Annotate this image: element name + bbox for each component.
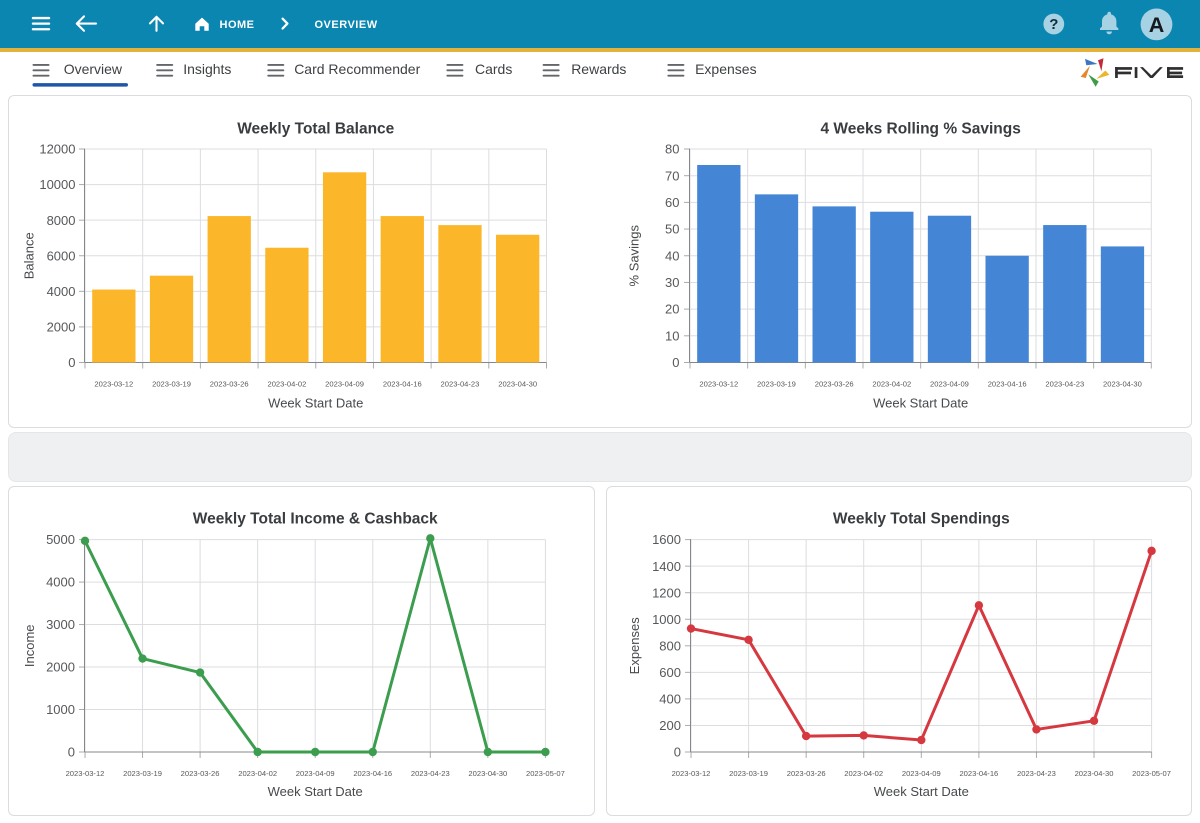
svg-text:40: 40: [665, 248, 679, 263]
svg-text:2023-04-16: 2023-04-16: [383, 379, 422, 388]
svg-text:Week Start Date: Week Start Date: [268, 396, 363, 411]
svg-text:Expenses: Expenses: [695, 61, 756, 77]
svg-text:0: 0: [68, 355, 75, 370]
svg-text:2023-04-09: 2023-04-09: [902, 769, 941, 778]
svg-text:2023-04-30: 2023-04-30: [498, 379, 537, 388]
svg-text:12000: 12000: [39, 142, 75, 157]
svg-text:Overview: Overview: [64, 61, 123, 77]
svg-text:2023-04-23: 2023-04-23: [441, 379, 480, 388]
svg-text:5000: 5000: [46, 532, 75, 547]
svg-text:2023-05-07: 2023-05-07: [1132, 769, 1171, 778]
svg-text:Week Start Date: Week Start Date: [268, 784, 363, 799]
svg-text:4000: 4000: [46, 575, 75, 590]
svg-text:10000: 10000: [39, 177, 75, 192]
svg-text:70: 70: [665, 168, 679, 183]
svg-text:2023-04-30: 2023-04-30: [468, 769, 507, 778]
svg-text:4 Weeks Rolling % Savings: 4 Weeks Rolling % Savings: [820, 121, 1020, 138]
svg-text:1200: 1200: [652, 585, 681, 600]
svg-text:2023-04-09: 2023-04-09: [930, 379, 969, 388]
svg-text:Balance: Balance: [22, 232, 37, 279]
svg-text:% Savings: % Savings: [627, 225, 642, 287]
svg-text:Rewards: Rewards: [571, 61, 626, 77]
svg-text:3000: 3000: [46, 617, 75, 632]
svg-text:0: 0: [68, 745, 75, 760]
svg-text:Weekly Total Balance: Weekly Total Balance: [237, 121, 394, 138]
svg-text:2023-03-12: 2023-03-12: [94, 379, 133, 388]
svg-text:2023-04-16: 2023-04-16: [959, 769, 998, 778]
svg-text:HOME: HOME: [220, 19, 255, 31]
svg-text:2023-04-02: 2023-04-02: [872, 379, 911, 388]
svg-text:30: 30: [665, 275, 679, 290]
svg-text:A: A: [1149, 13, 1165, 37]
svg-text:Weekly Total Income & Cashback: Weekly Total Income & Cashback: [193, 511, 438, 528]
svg-text:600: 600: [659, 665, 681, 680]
svg-text:2023-03-19: 2023-03-19: [757, 379, 796, 388]
svg-text:50: 50: [665, 222, 679, 237]
svg-text:2023-05-07: 2023-05-07: [526, 769, 565, 778]
svg-text:2023-03-12: 2023-03-12: [66, 769, 105, 778]
svg-text:Card Recommender: Card Recommender: [294, 61, 420, 77]
svg-text:Weekly Total Spendings: Weekly Total Spendings: [833, 511, 1010, 528]
svg-text:2023-04-02: 2023-04-02: [238, 769, 277, 778]
svg-text:Income: Income: [22, 624, 37, 667]
svg-text:2023-03-19: 2023-03-19: [729, 769, 768, 778]
svg-text:2023-03-12: 2023-03-12: [699, 379, 738, 388]
svg-text:60: 60: [665, 195, 679, 210]
svg-text:4000: 4000: [47, 284, 76, 299]
svg-text:2023-03-19: 2023-03-19: [123, 769, 162, 778]
svg-text:2023-04-02: 2023-04-02: [267, 379, 306, 388]
svg-text:1000: 1000: [46, 702, 75, 717]
svg-text:1600: 1600: [652, 532, 681, 547]
svg-text:800: 800: [659, 638, 681, 653]
svg-text:6000: 6000: [47, 248, 76, 263]
svg-text:2023-04-02: 2023-04-02: [844, 769, 883, 778]
svg-text:80: 80: [665, 142, 679, 157]
svg-text:8000: 8000: [47, 213, 76, 228]
svg-text:2023-03-12: 2023-03-12: [672, 769, 711, 778]
svg-text:2023-04-23: 2023-04-23: [411, 769, 450, 778]
svg-text:2023-04-23: 2023-04-23: [1045, 379, 1084, 388]
svg-text:1000: 1000: [652, 612, 681, 627]
svg-text:Expenses: Expenses: [627, 617, 642, 675]
svg-text:Week Start Date: Week Start Date: [874, 784, 969, 799]
svg-text:2023-04-23: 2023-04-23: [1017, 769, 1056, 778]
svg-text:Week Start Date: Week Start Date: [873, 396, 968, 411]
svg-text:Cards: Cards: [475, 61, 512, 77]
svg-text:2023-04-09: 2023-04-09: [325, 379, 364, 388]
svg-text:2000: 2000: [46, 660, 75, 675]
svg-text:1400: 1400: [652, 559, 681, 574]
svg-text:2023-04-16: 2023-04-16: [988, 379, 1027, 388]
svg-text:2023-03-19: 2023-03-19: [152, 379, 191, 388]
svg-text:2023-03-26: 2023-03-26: [181, 769, 220, 778]
svg-text:2023-04-09: 2023-04-09: [296, 769, 335, 778]
svg-text:10: 10: [665, 328, 679, 343]
svg-text:200: 200: [659, 718, 681, 733]
svg-text:?: ?: [1049, 16, 1058, 33]
svg-text:20: 20: [665, 302, 679, 317]
svg-text:OVERVIEW: OVERVIEW: [315, 19, 378, 31]
svg-text:0: 0: [674, 745, 681, 760]
svg-text:2023-03-26: 2023-03-26: [787, 769, 826, 778]
svg-text:2023-04-30: 2023-04-30: [1103, 379, 1142, 388]
svg-text:2023-04-16: 2023-04-16: [353, 769, 392, 778]
svg-text:2023-04-30: 2023-04-30: [1075, 769, 1114, 778]
svg-text:400: 400: [659, 692, 681, 707]
svg-text:0: 0: [672, 355, 679, 370]
svg-text:2000: 2000: [47, 320, 76, 335]
svg-text:2023-03-26: 2023-03-26: [210, 379, 249, 388]
svg-text:2023-03-26: 2023-03-26: [815, 379, 854, 388]
svg-text:Insights: Insights: [183, 61, 231, 77]
